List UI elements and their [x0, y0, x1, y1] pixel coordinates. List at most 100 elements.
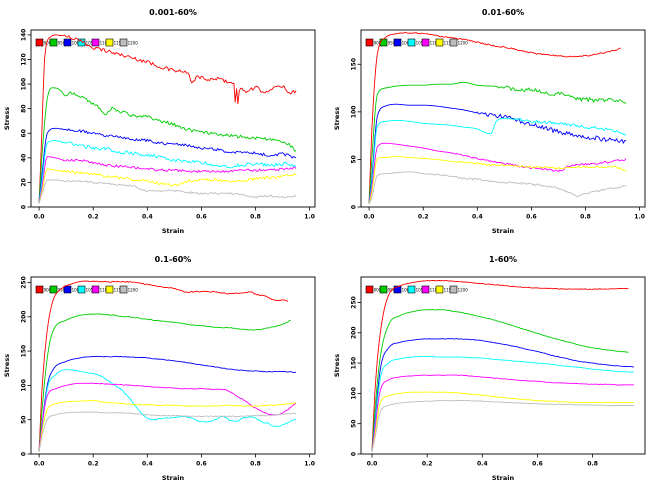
legend-swatch-1200	[449, 38, 458, 47]
y-axis-label: Stress	[3, 107, 11, 130]
x-tick-label: 0.4	[142, 461, 153, 468]
y-tick-label: 50	[21, 416, 28, 424]
plot-box	[30, 29, 316, 208]
chart-panel-bottom-right: 1-60% 0.0 0.2 0.4 0.6 0.8 0 50 100 150 200 250 Strai…	[330, 247, 660, 495]
legend-label-900: 900	[374, 287, 382, 292]
x-tick-label: 0.6	[196, 461, 207, 468]
series-line-1000	[38, 127, 297, 204]
chart-0.1-60pct: 0.1-60% 0.0 0.2 0.4 0.6 0.8 1.0 0 50 100 150 200 250…	[3, 255, 316, 482]
y-tick-label: 0	[351, 205, 358, 209]
x-tick-label: 1.0	[304, 214, 315, 221]
y-tick-label: 100	[351, 387, 358, 400]
x-tick-label: 1.0	[304, 461, 315, 468]
legend-label-1200: 1200	[458, 40, 469, 45]
legend-swatch-900	[35, 285, 44, 294]
plot-box	[360, 276, 646, 455]
series-line-1050	[38, 140, 297, 204]
series-line-950	[371, 309, 629, 452]
legend-swatch-1200	[119, 38, 128, 47]
legend-swatch-950	[49, 38, 58, 47]
series-line-1050	[38, 369, 297, 452]
series-line-900	[368, 32, 621, 203]
legend-label-1200: 1200	[128, 287, 139, 292]
x-tick-label: 0.0	[34, 214, 45, 221]
x-tick-label: 0.0	[364, 214, 375, 221]
x-tick-label: 0.2	[88, 461, 99, 468]
y-tick-label: 50	[351, 155, 358, 163]
y-tick-label: 140	[21, 29, 28, 42]
legend-swatch-1200	[449, 285, 458, 294]
y-tick-label: 250	[21, 276, 28, 289]
series-line-1000	[38, 355, 297, 452]
legend-swatch-1000	[393, 285, 402, 294]
y-tick-label: 80	[21, 104, 28, 112]
legend-swatch-1200	[119, 285, 128, 294]
y-tick-label: 0	[21, 205, 28, 209]
legend-swatch-1150	[435, 285, 444, 294]
series-line-1100	[368, 142, 627, 205]
legend-swatch-1000	[393, 38, 402, 47]
chart-panel-bottom-left: 0.1-60% 0.0 0.2 0.4 0.6 0.8 1.0 0 50 100 150 200 250…	[0, 247, 330, 495]
series-line-1150	[371, 391, 635, 453]
chart-title: 0.1-60%	[155, 255, 192, 264]
chart-1-60pct: 1-60% 0.0 0.2 0.4 0.6 0.8 0 50 100 150 200 250 Strai…	[333, 255, 646, 482]
legend-label-1000: 1000	[72, 287, 83, 292]
legend-label-950: 950	[58, 40, 66, 45]
chart-panel-top-right: 0.01-60% 0.0 0.2 0.4 0.6 0.8 1.0 0 50 100 150 Strai…	[330, 0, 660, 247]
legend-swatch-1050	[407, 285, 416, 294]
legend-label-1150: 1150	[444, 287, 455, 292]
series-line-1200	[371, 399, 635, 453]
legend-swatch-950	[379, 285, 388, 294]
x-tick-label: 0.2	[88, 214, 99, 221]
series-line-950	[368, 81, 627, 204]
series-line-1200	[38, 411, 297, 452]
legend-label-1100: 1100	[430, 40, 441, 45]
x-tick-label: 0.8	[250, 214, 261, 221]
series-line-1150	[38, 168, 297, 204]
legend-label-1050: 1050	[86, 287, 97, 292]
legend-swatch-950	[379, 38, 388, 47]
legend-swatch-1050	[407, 38, 416, 47]
legend-label-1150: 1150	[444, 40, 455, 45]
legend-swatch-900	[365, 38, 374, 47]
x-tick-label: 0.6	[196, 214, 207, 221]
legend-swatch-1000	[63, 38, 72, 47]
series-line-900	[371, 279, 629, 452]
series-line-1100	[38, 156, 297, 204]
legend-label-1000: 1000	[402, 287, 413, 292]
x-tick-label: 0.8	[250, 461, 261, 468]
y-tick-label: 250	[351, 296, 358, 309]
y-tick-label: 100	[351, 106, 358, 119]
chart-0.01-60pct: 0.01-60% 0.0 0.2 0.4 0.6 0.8 1.0 0 50 100 150 Strai…	[333, 8, 646, 235]
series-line-1050	[371, 355, 634, 452]
chart-title: 1-60%	[489, 255, 517, 264]
series-line-1200	[368, 171, 627, 205]
legend-label-950: 950	[388, 40, 396, 45]
y-tick-label: 0	[21, 452, 28, 456]
y-tick-label: 150	[21, 345, 28, 358]
chart-panel-top-left: 0.001-60% 0.0 0.2 0.4 0.6 0.8 1.0 0 20 40 60 80 100 1…	[0, 0, 330, 247]
legend-label-1150: 1150	[114, 40, 125, 45]
y-tick-label: 20	[21, 178, 28, 186]
legend-label-1100: 1100	[100, 40, 111, 45]
legend-swatch-900	[365, 285, 374, 294]
legend-swatch-1100	[421, 38, 430, 47]
chart-0.001-60pct: 0.001-60% 0.0 0.2 0.4 0.6 0.8 1.0 0 20 40 60 80 100 1…	[3, 8, 316, 235]
y-tick-label: 120	[21, 53, 28, 66]
series-line-900	[38, 280, 289, 451]
legend-label-1050: 1050	[416, 40, 427, 45]
series-line-1150	[38, 399, 297, 452]
x-tick-label: 0.0	[34, 461, 45, 468]
legend-label-1150: 1150	[114, 287, 125, 292]
x-tick-label: 0.6	[526, 214, 537, 221]
chart-title: 0.001-60%	[149, 8, 197, 17]
legend-swatch-1000	[63, 285, 72, 294]
legend-swatch-1100	[91, 38, 100, 47]
series-line-950	[38, 313, 291, 452]
x-tick-label: 0.0	[367, 461, 378, 468]
y-tick-label: 0	[351, 452, 358, 456]
y-tick-label: 60	[21, 129, 28, 137]
x-tick-label: 0.8	[587, 461, 598, 468]
legend-swatch-950	[49, 285, 58, 294]
y-axis-label: Stress	[333, 107, 341, 130]
